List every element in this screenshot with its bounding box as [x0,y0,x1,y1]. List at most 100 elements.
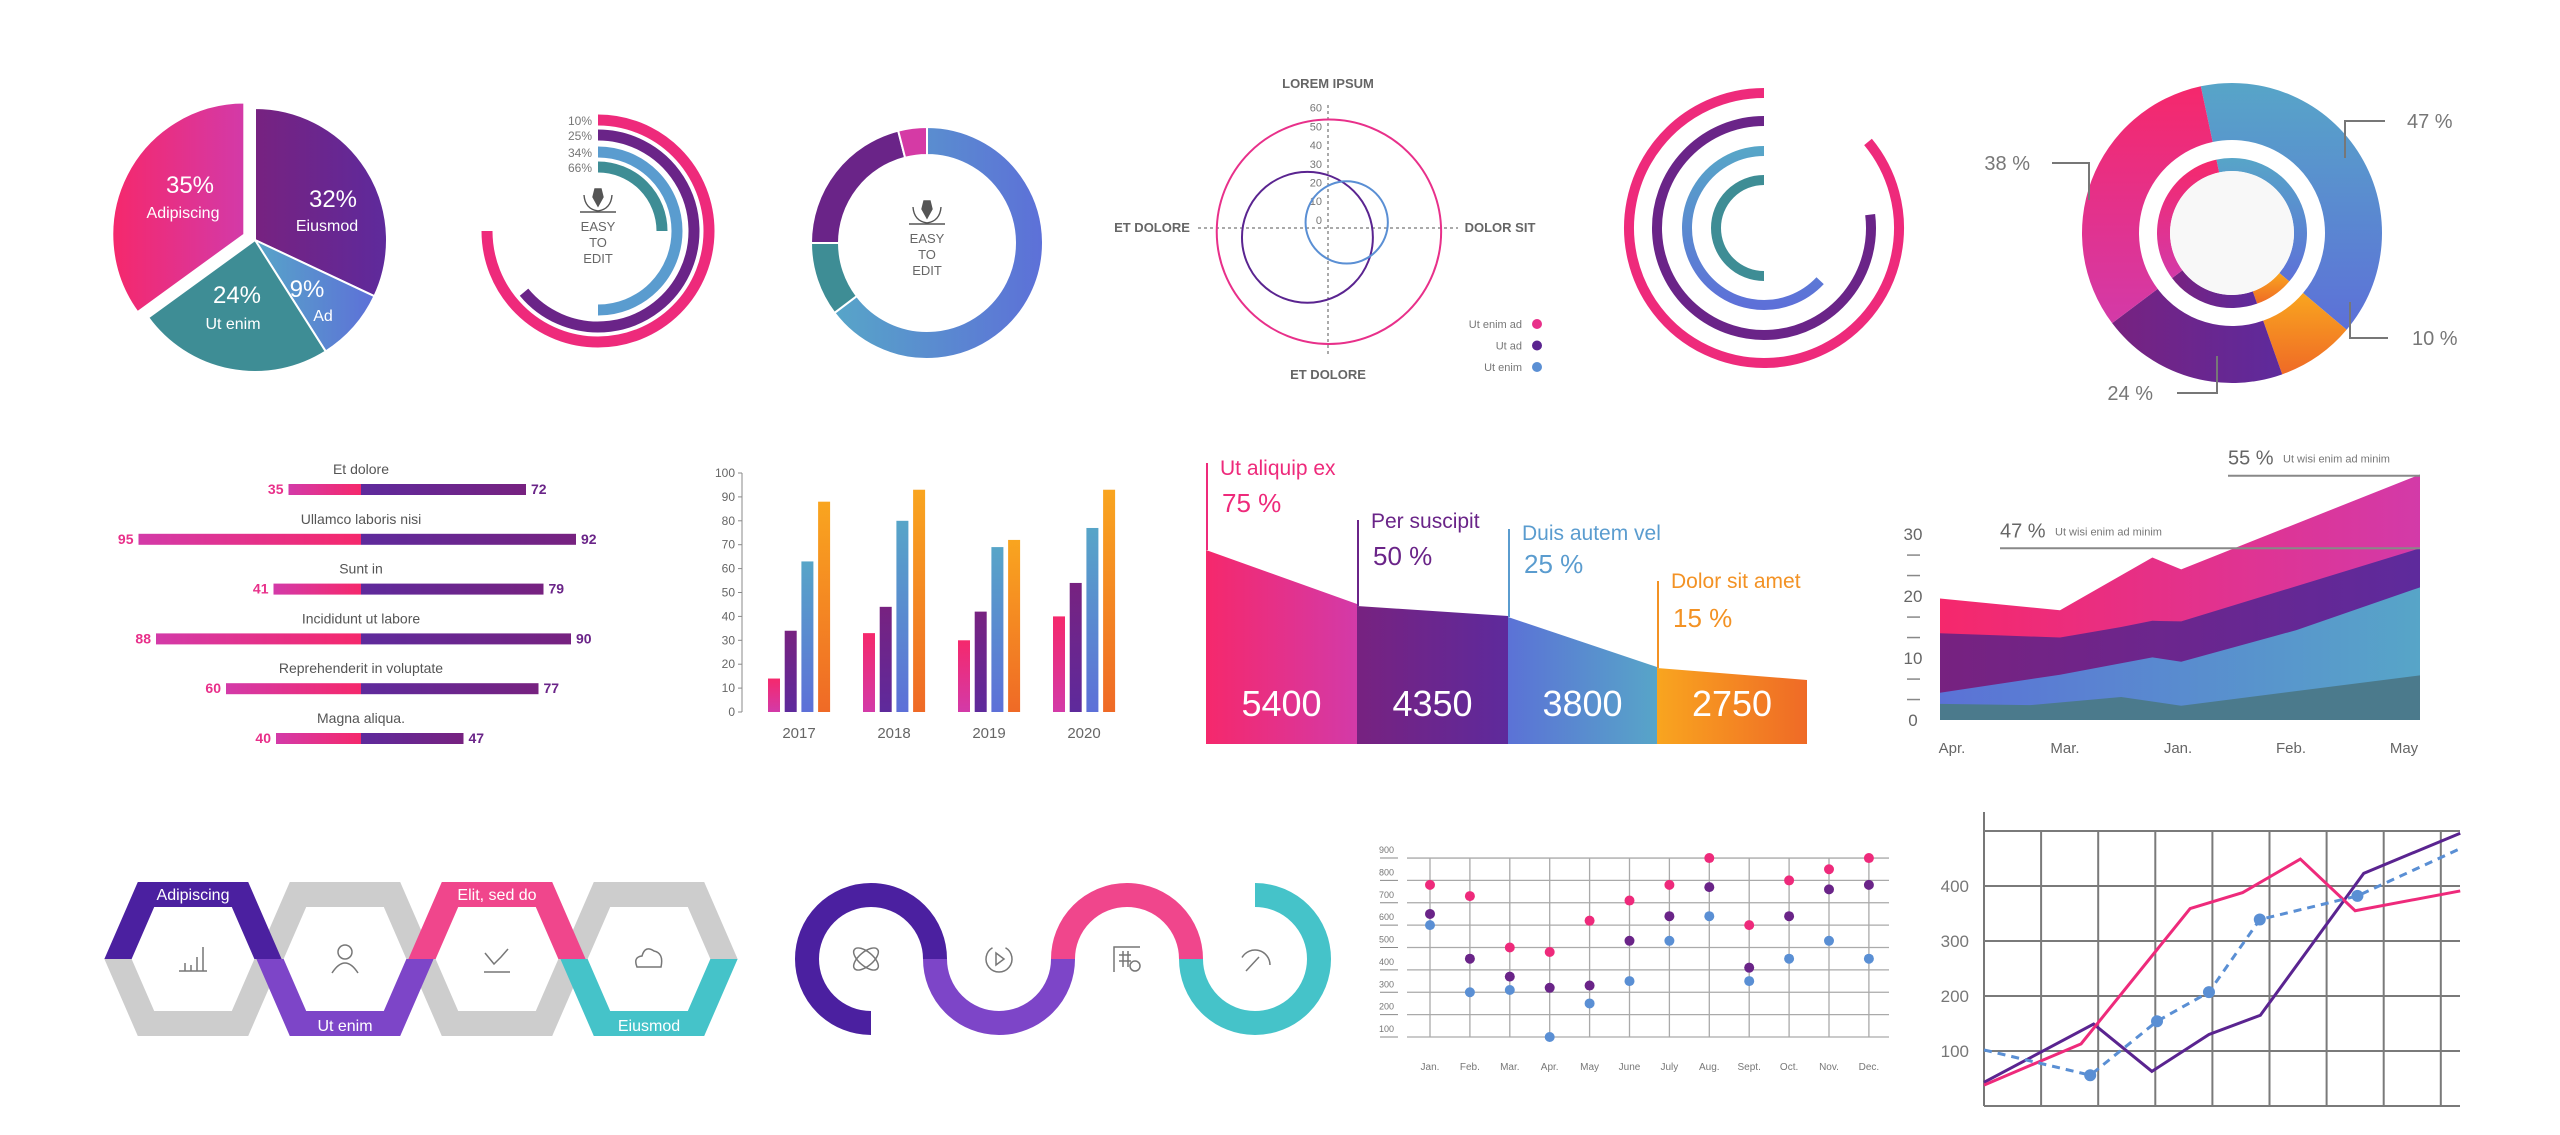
legend-swatch [1532,340,1542,351]
data-point [1544,982,1555,993]
donut-chart [809,125,1044,360]
stacked-area-chart: 0 10 20 30 Apr. Mar. Jan. Feb. May 47 % Ut wisi en… [1904,448,2420,757]
pen-nib [921,200,933,220]
center-icon-group [909,200,945,225]
data-point [1504,985,1515,996]
bar [818,501,831,712]
wave-segment [1051,883,1203,960]
y-tick-label: 700 [1379,890,1394,900]
arc-bar [1652,116,1876,340]
right-value: 77 [544,680,560,696]
data-point [1504,942,1515,953]
bar [863,633,875,712]
pie-slice-label: Ad [313,308,333,325]
data-point [2084,1069,2097,1082]
line-chart-glyph [484,948,510,973]
pie-slice-percent: 9% [290,276,325,303]
segment-percent: 15 % [1673,603,1732,633]
radial-bar [597,146,683,316]
y-tick-label: 600 [1379,912,1394,922]
y-tick-label: 60 [722,562,736,576]
y-tick-label: 40 [722,609,736,623]
data-point [1624,895,1635,906]
pen-tool-icon [909,200,945,225]
hex-half-colored [104,882,282,959]
step-label: Elit, sed do [457,887,536,904]
legend: Ut enim ad Ut ad Ut enim [1469,319,1542,374]
radial-bar-label: 10% [568,114,592,128]
segment-label: Duis autem vel [1522,522,1661,545]
pie-chart: 32% Eiusmod 9% Ad 24% Ut enim 35% Adipiscing [111,101,388,373]
data-point [1784,953,1795,964]
x-tick-label: Apr. [1939,740,1966,757]
wave-segment [1179,883,1331,1035]
segment-label: Ut aliquip ex [1220,457,1336,480]
data-point [1824,864,1834,875]
data-point [1584,980,1595,991]
y-tick-label: 90 [722,490,736,504]
donut-segment [896,125,928,159]
pie-slice-label: Eiusmod [296,218,358,235]
data-point [1664,879,1675,890]
segment-label: 38 % [1984,153,2030,175]
annotation-text: Ut wisi enim ad minim [2055,526,2162,538]
segment-value: 3800 [1542,683,1622,724]
funnel-segment: Ut aliquip ex 75 % 5400 [1206,457,1357,744]
center-text: EDIT [583,251,613,266]
x-tick-label: 2018 [877,725,910,742]
data-point [2351,889,2364,902]
series-circle [1215,118,1443,345]
bar [768,678,780,712]
y-tick-label: 800 [1379,867,1394,877]
tick-label: 0 [1316,215,1322,227]
series-line [1983,847,2461,1077]
segment-value: 2750 [1692,683,1772,724]
data-point [1464,987,1475,998]
left-value: 41 [253,581,269,597]
data-point [1624,976,1635,987]
y-tick-label: 300 [1941,932,1969,951]
segment-label: Dolor sit amet [1671,570,1801,593]
hex-half-colored [408,882,586,959]
x-tick-label: Mar. [2050,740,2079,757]
right-value: 79 [549,581,565,597]
hex-half-gray [256,882,434,959]
x-tick-label: July [1661,1062,1679,1073]
x-tick-label: May [2390,740,2419,757]
left-value: 35 [268,481,284,497]
user-head [337,944,353,960]
hex-half-colored [256,959,434,1036]
y-tick-label: 20 [1904,587,1923,606]
left-bar [276,733,361,744]
bar [974,611,987,712]
data-point [1824,884,1834,895]
leader-line [2349,302,2388,339]
pie-slice-label: Adipiscing [147,205,220,222]
series-circle [1240,170,1374,304]
bar-row: Ullamco laboris nisi 95 92 [118,511,597,547]
atom-icon [852,947,880,971]
play-refresh-icon [985,947,1013,973]
axis-label-bottom: ET DOLORE [1290,367,1366,382]
segment-label: 24 % [2107,383,2153,405]
center-text: EDIT [912,263,942,278]
legend-swatch [1532,362,1542,372]
pie-slice [254,106,388,298]
gauge-arc [1241,949,1271,966]
data-point [1863,879,1874,890]
pen-curve [912,206,942,224]
series-circle [1304,180,1389,265]
segment-label: Per suscipit [1371,510,1480,533]
y-tick-label: 30 [722,633,736,647]
data-point [1744,962,1755,973]
data-point [1425,908,1435,919]
tick-label: 30 [1310,159,1322,171]
y-tick-label: 10 [1904,649,1923,668]
data-point [1744,920,1755,931]
segment-value: 4350 [1392,683,1472,724]
data-point [1824,935,1834,946]
leader-line [2052,162,2090,200]
hex-half-gray [560,882,738,959]
x-tick-label: Dec. [1859,1062,1880,1073]
